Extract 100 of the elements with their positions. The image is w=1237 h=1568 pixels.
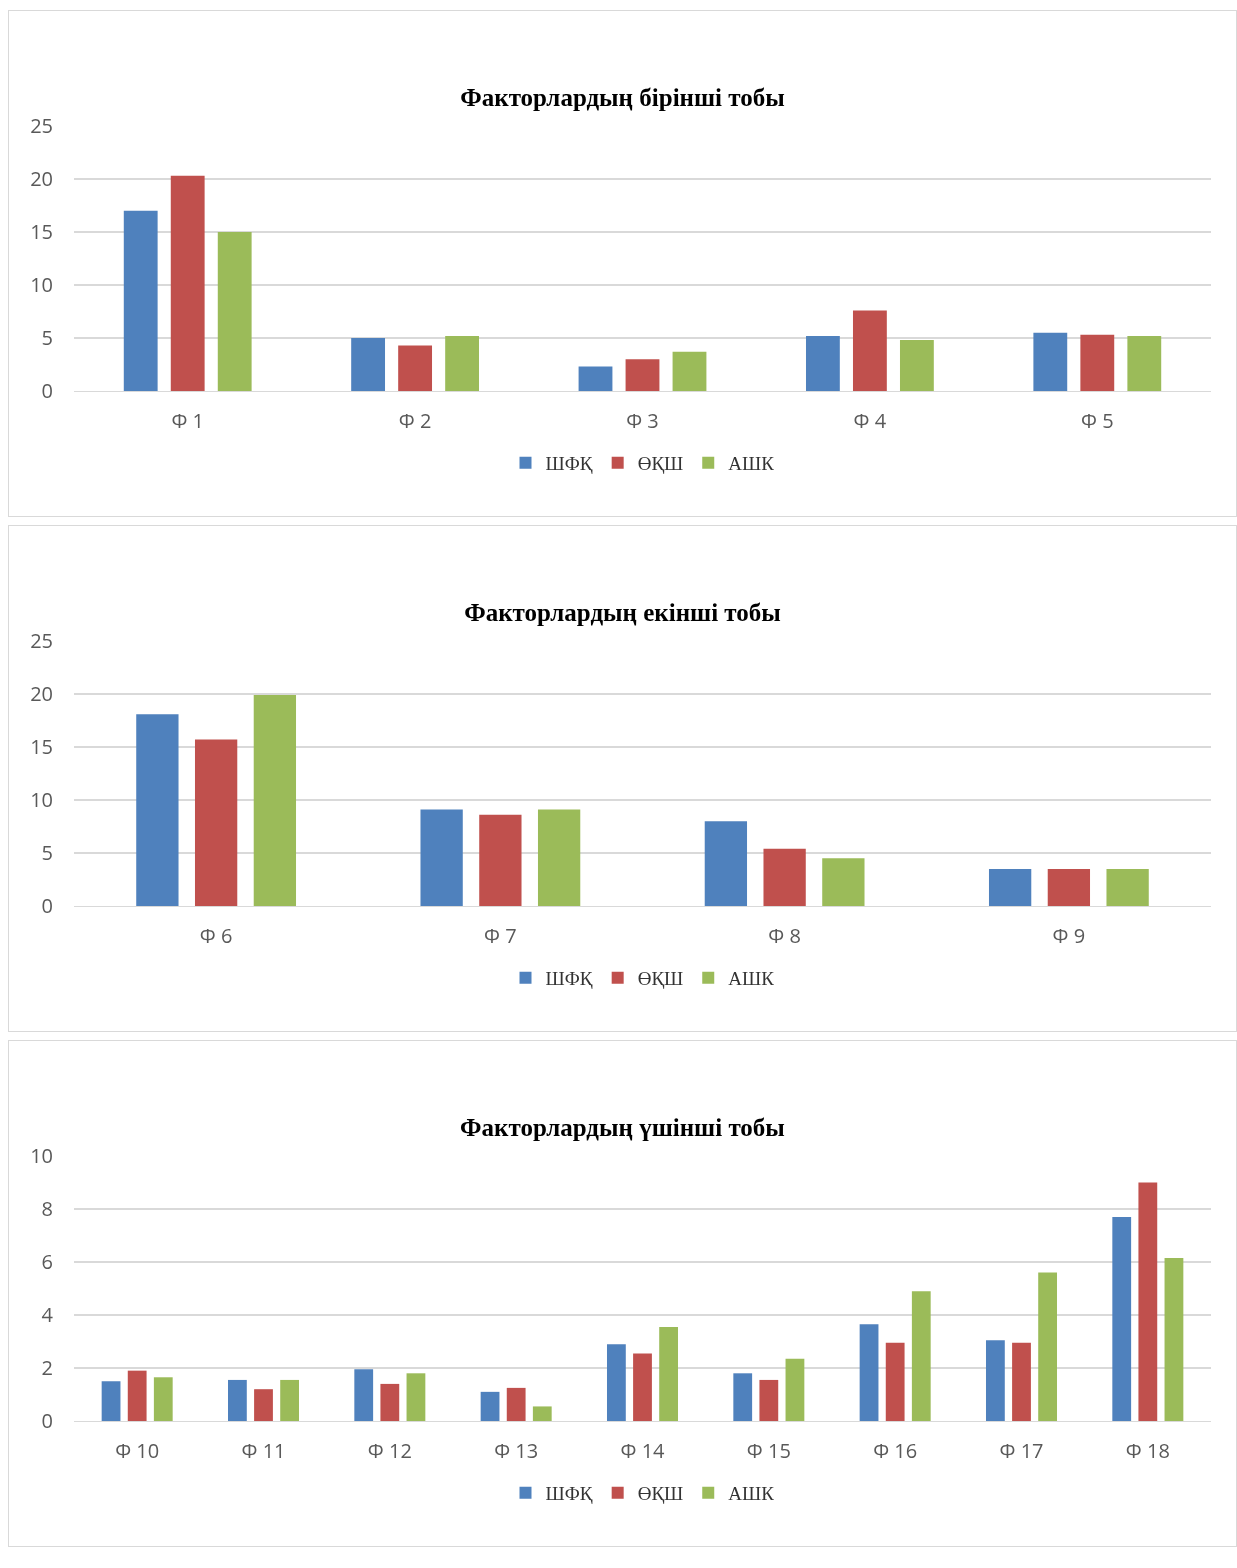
y-tick-label: 25	[30, 112, 53, 139]
y-tick-label: 6	[41, 1248, 53, 1275]
bar	[153, 1377, 173, 1421]
bar	[911, 1291, 931, 1421]
y-tick-label: 10	[30, 1142, 53, 1169]
bar	[1127, 335, 1162, 391]
bar	[479, 814, 522, 906]
y-tick-label: 8	[41, 1195, 53, 1222]
bar	[1038, 1272, 1058, 1421]
x-tick-label: Ф 13	[494, 1437, 539, 1464]
bar	[280, 1379, 300, 1421]
bar	[759, 1379, 779, 1421]
y-tick-label: 10	[30, 271, 53, 298]
x-tick-label: Ф 10	[115, 1437, 160, 1464]
bar	[822, 858, 865, 906]
y-tick-label: 20	[30, 680, 53, 707]
x-tick-label: Ф 18	[1125, 1437, 1170, 1464]
bar	[1080, 334, 1115, 391]
bar	[445, 335, 480, 391]
x-tick-label: Ф 16	[873, 1437, 918, 1464]
bar	[420, 809, 463, 906]
bar	[1106, 868, 1149, 906]
x-tick-label: Ф 17	[999, 1437, 1044, 1464]
bar	[633, 1353, 652, 1421]
bar	[506, 1387, 526, 1421]
bar	[1047, 868, 1091, 906]
y-tick-label: 5	[41, 324, 53, 351]
bar	[480, 1391, 500, 1421]
y-tick-label: 0	[41, 1407, 53, 1434]
bar	[253, 695, 297, 906]
bar	[170, 175, 205, 391]
bar	[672, 351, 707, 391]
legend-label: ШФҚ	[545, 968, 593, 990]
y-tick-label: 2	[41, 1354, 53, 1381]
bar	[227, 1379, 247, 1421]
legend-label: ӨҚШ	[637, 968, 684, 990]
y-tick-label: 5	[41, 839, 53, 866]
y-tick-label: 20	[30, 165, 53, 192]
bar	[351, 338, 386, 391]
bar	[537, 809, 581, 906]
bar	[985, 1340, 1005, 1421]
x-tick-label: Ф 3	[626, 407, 659, 434]
bar	[1033, 332, 1068, 391]
bar	[733, 1373, 753, 1421]
bar	[123, 210, 158, 391]
legend-label: ӨҚШ	[637, 1483, 684, 1505]
y-tick-label: 0	[41, 377, 53, 404]
x-tick-label: Ф 1	[171, 407, 204, 434]
x-tick-label: Ф 5	[1081, 407, 1114, 434]
x-tick-label: Ф 8	[768, 922, 801, 949]
x-tick-label: Ф 12	[367, 1437, 412, 1464]
bar	[194, 739, 238, 906]
legend-label: АШК	[728, 968, 775, 990]
y-tick-label: 25	[30, 627, 53, 654]
legend-label: АШК	[728, 453, 775, 475]
legend-label: ШФҚ	[545, 1483, 593, 1505]
bar	[606, 1344, 626, 1421]
bar	[785, 1358, 805, 1421]
bar	[578, 366, 613, 391]
bar	[885, 1342, 905, 1421]
bar	[763, 848, 806, 906]
y-tick-label: 15	[30, 218, 53, 245]
bar	[380, 1383, 400, 1421]
x-tick-label: Ф 9	[1052, 922, 1086, 949]
y-tick-label: 0	[41, 892, 53, 919]
y-tick-label: 10	[30, 786, 53, 813]
x-tick-label: Ф 7	[484, 922, 517, 949]
bar	[354, 1369, 374, 1421]
bar	[899, 340, 934, 391]
bar	[988, 868, 1032, 906]
bar	[101, 1381, 121, 1421]
y-tick-label: 15	[30, 733, 53, 760]
x-tick-label: Ф 4	[853, 407, 887, 434]
bar	[1138, 1182, 1158, 1421]
legend-label: АШК	[728, 1483, 775, 1505]
x-tick-label: Ф 11	[241, 1437, 286, 1464]
bar	[254, 1389, 273, 1421]
bar	[1112, 1216, 1132, 1421]
y-tick-label: 4	[41, 1301, 54, 1328]
x-tick-label: Ф 15	[746, 1437, 791, 1464]
bar	[217, 232, 252, 391]
x-tick-label: Ф 14	[620, 1437, 666, 1464]
legend-label: ӨҚШ	[637, 453, 684, 475]
bar	[406, 1373, 426, 1421]
bar	[1164, 1258, 1184, 1421]
chart-title: Факторлардың екінші тобы	[464, 598, 781, 626]
chart-title: Факторлардың бірінші тобы	[460, 83, 785, 111]
x-tick-label: Ф 2	[398, 407, 432, 434]
x-tick-label: Ф 6	[199, 922, 233, 949]
bar	[859, 1324, 879, 1421]
bar	[136, 714, 179, 906]
bar	[659, 1326, 679, 1421]
bar	[532, 1406, 552, 1421]
bar	[127, 1370, 147, 1421]
bar	[1012, 1342, 1031, 1421]
bar	[398, 345, 433, 391]
bar	[704, 821, 748, 906]
bar	[805, 335, 840, 391]
bar	[625, 359, 660, 391]
legend-label: ШФҚ	[545, 453, 593, 475]
